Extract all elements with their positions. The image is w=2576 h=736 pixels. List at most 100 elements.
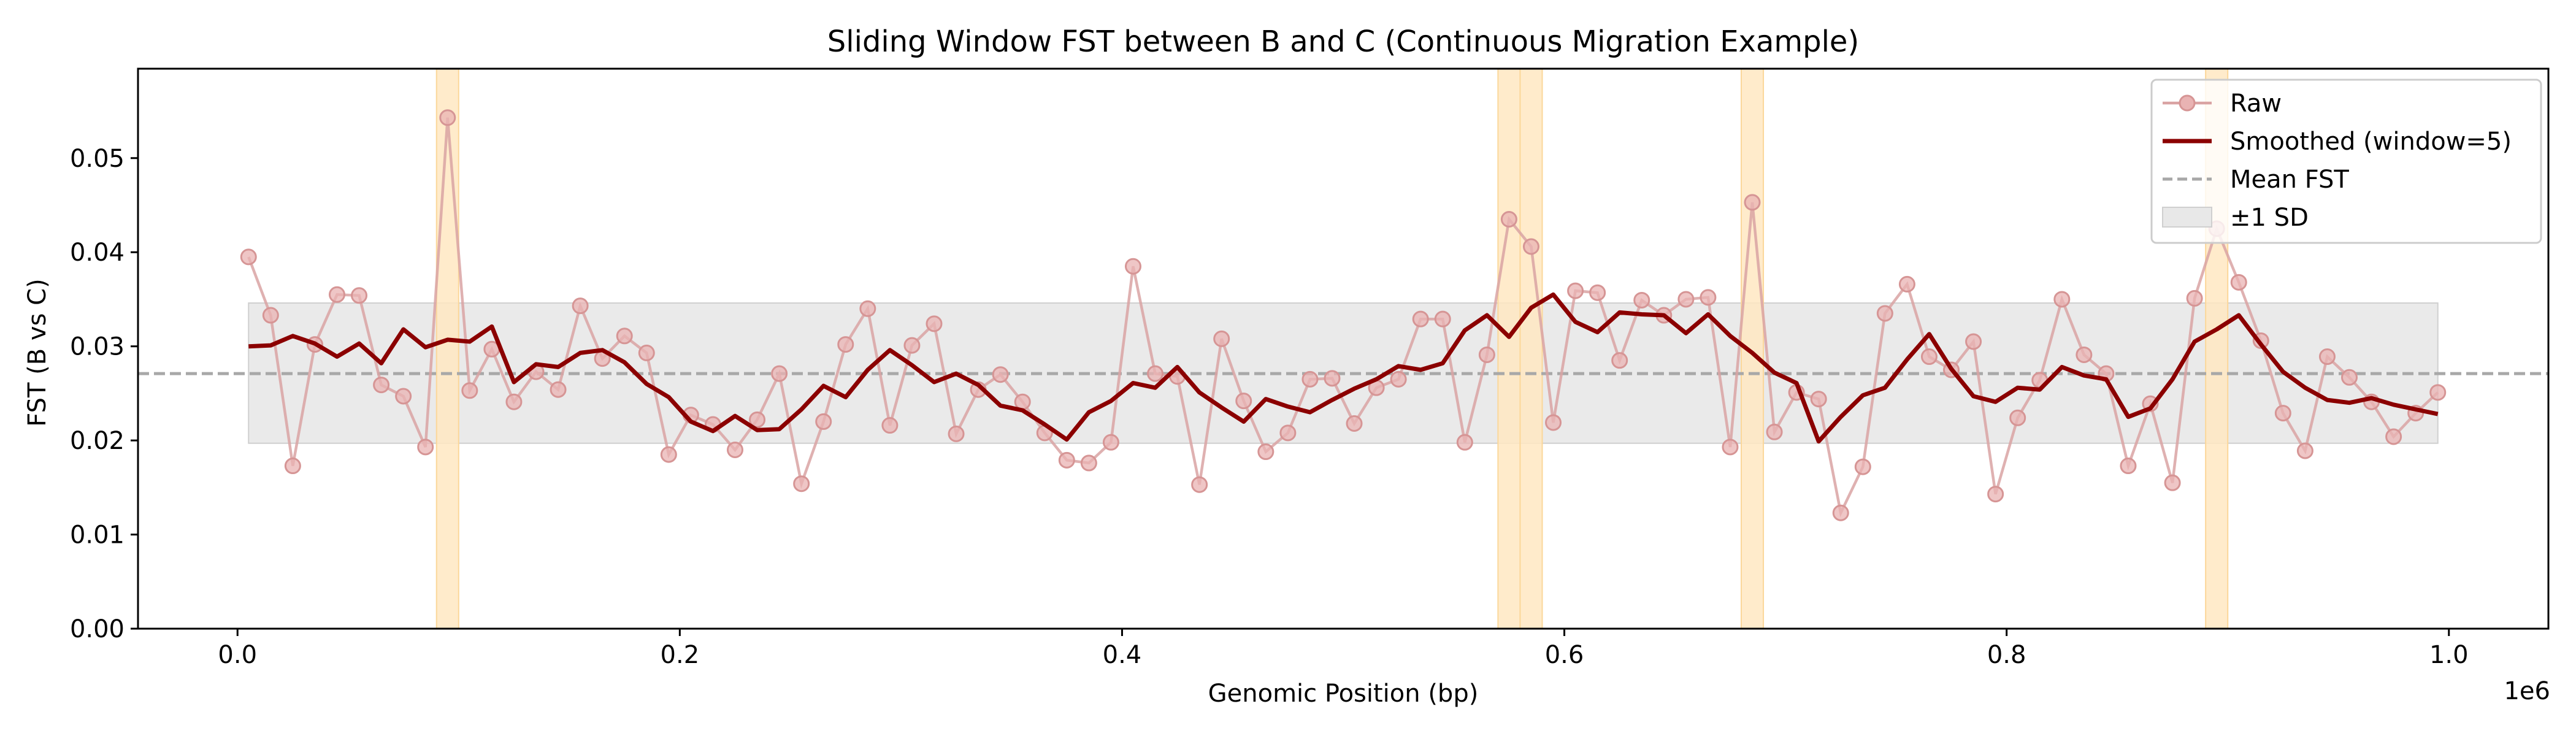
raw-point [1832, 504, 1849, 521]
raw-point [1478, 346, 1495, 363]
raw-point [1124, 258, 1141, 275]
raw-point [1633, 291, 1650, 309]
raw-point [1700, 289, 1717, 306]
legend-entry-label: Smoothed (window=5) [2230, 128, 2512, 156]
raw-point [1611, 352, 1628, 369]
legend-entry-label: Raw [2230, 90, 2282, 118]
y-tick-label: 0.04 [70, 239, 125, 267]
raw-point [1434, 310, 1451, 328]
y-axis-label: FST (B vs C) [23, 278, 52, 426]
raw-point [2385, 428, 2402, 445]
raw-point [1080, 454, 1097, 472]
raw-point [2341, 369, 2358, 386]
x-tick-label: 0.8 [1987, 641, 2026, 669]
raw-point [903, 337, 921, 354]
raw-point [1257, 443, 1275, 461]
x-axis-offset-label: 1e6 [2504, 677, 2550, 705]
raw-point [1987, 486, 2004, 503]
raw-point [2009, 409, 2026, 426]
raw-point [1279, 424, 1297, 442]
raw-point [1213, 330, 1230, 347]
raw-point [992, 366, 1009, 383]
highlight-window [435, 68, 459, 629]
raw-point [1722, 439, 1739, 456]
raw-point [1191, 476, 1208, 493]
raw-point [638, 344, 655, 361]
raw-point [461, 382, 478, 399]
y-tick-label: 0.01 [70, 521, 125, 550]
raw-point [815, 413, 832, 430]
x-tick-label: 0.2 [661, 641, 700, 669]
raw-point [1500, 211, 1517, 228]
highlight-window [1497, 68, 1521, 629]
raw-point [284, 458, 301, 475]
chart-title: Sliding Window FST between B and C (Cont… [827, 25, 1859, 59]
raw-point [1412, 310, 1429, 328]
raw-point [1301, 370, 1319, 388]
y-tick-label: 0.05 [70, 145, 125, 173]
raw-point [2076, 346, 2093, 363]
axes: 0.0 0.2 0.4 0.6 0.8 1.0 0.00 0.01 0.02 0.03 0.04 0.… [70, 67, 2550, 669]
x-tick-label: 0.4 [1103, 641, 1142, 669]
x-axis-label: Genomic Position (bp) [1208, 680, 1479, 708]
raw-point [417, 439, 434, 456]
raw-point [2120, 458, 2137, 475]
smoothed-series-line [248, 292, 2439, 444]
raw-point [1854, 458, 1871, 475]
plot-frame [137, 67, 2550, 630]
raw-point [2186, 289, 2203, 307]
legend: Raw Smoothed (window=5) Mean FST ±1 SD [2150, 79, 2542, 244]
legend-entry-label: ±1 SD [2230, 204, 2309, 232]
x-tick-label: 1.0 [2429, 641, 2469, 669]
raw-point [837, 336, 854, 353]
raw-point [351, 287, 368, 304]
raw-point [328, 286, 345, 303]
raw-point [2053, 291, 2071, 308]
x-tick-label: 0.0 [218, 641, 257, 669]
raw-point [2318, 348, 2336, 366]
raw-point [1545, 414, 1562, 431]
raw-point [1390, 370, 1407, 388]
raw-point [616, 328, 633, 345]
raw-point [1058, 451, 1075, 469]
raw-point [1324, 370, 1341, 387]
raw-point [2164, 474, 2181, 491]
raw-point [1102, 434, 1119, 451]
raw-point [793, 475, 810, 493]
raw-point [2230, 274, 2247, 291]
raw-point [1346, 415, 1363, 432]
x-tick-label: 0.6 [1545, 641, 1584, 669]
raw-point [2296, 442, 2313, 459]
raw-point [395, 388, 412, 405]
raw-point [240, 248, 257, 266]
raw-point [1677, 291, 1695, 308]
raw-point [1147, 365, 1164, 382]
raw-point [572, 297, 589, 315]
raw-point [1235, 393, 1252, 410]
raw-point [1810, 391, 1827, 408]
raw-point [1567, 282, 1584, 299]
raw-point [2429, 384, 2447, 401]
raw-point [926, 315, 943, 332]
raw-point [550, 381, 567, 398]
raw-point [859, 300, 876, 317]
legend-raw-marker [2179, 94, 2196, 112]
raw-point [373, 377, 390, 394]
raw-point [881, 417, 899, 434]
raw-point [2274, 405, 2291, 422]
raw-point [1876, 305, 1893, 322]
raw-point [439, 109, 456, 126]
y-tick-label: 0.02 [70, 427, 125, 455]
raw-point [1456, 434, 1473, 451]
legend-box [2150, 79, 2542, 244]
raw-point [505, 393, 523, 410]
raw-point [660, 446, 677, 463]
raw-point [1965, 333, 1982, 350]
raw-point [1522, 238, 1539, 255]
highlight-window [1519, 68, 1543, 629]
y-tick-label: 0.03 [70, 333, 125, 361]
raw-point [771, 365, 788, 382]
raw-point [726, 441, 743, 458]
